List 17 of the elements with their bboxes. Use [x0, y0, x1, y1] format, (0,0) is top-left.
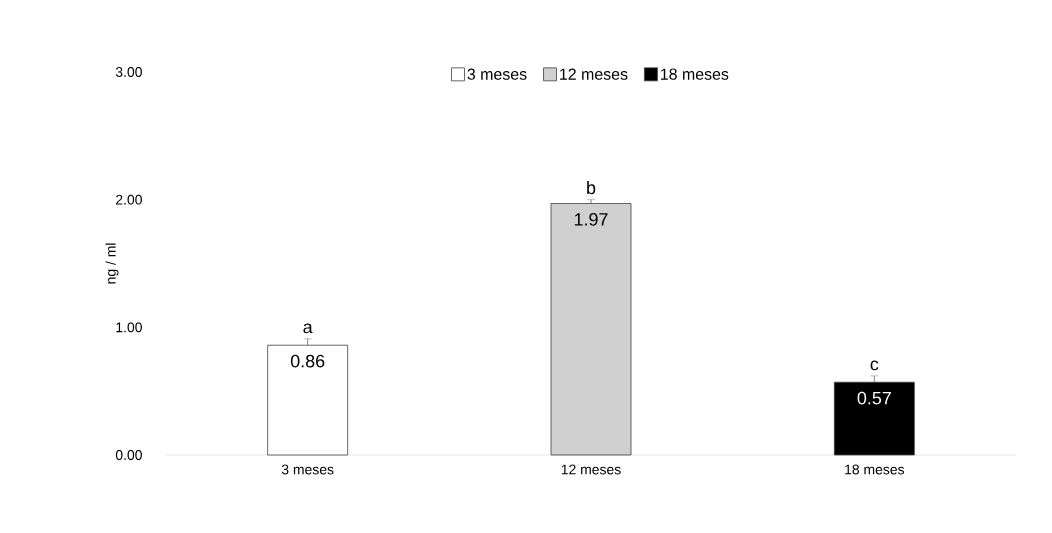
y-tick-label: 3.00 — [115, 67, 142, 77]
y-tick-label: 2.00 — [116, 194, 142, 205]
x-tick-label: 18 meses — [845, 464, 905, 475]
annotation: a — [303, 323, 313, 334]
x-tick-label: 3 meses — [281, 464, 334, 475]
data-label: 1.97 — [574, 213, 608, 226]
legend-label: 18 meses — [661, 68, 729, 80]
legend-label: 3 meses — [467, 68, 527, 80]
y-axis-title: ng / ml — [105, 243, 119, 284]
annotation: c — [870, 360, 879, 371]
y-tick-label: 0.00 — [115, 450, 142, 460]
annotation: b — [587, 180, 596, 195]
data-label: 0.57 — [857, 391, 891, 405]
data-label: 0.86 — [290, 354, 325, 368]
y-tick-label: 1.00 — [116, 322, 142, 333]
x-tick-label: 12 meses — [561, 464, 621, 475]
legend-label: 12 meses — [560, 68, 628, 80]
